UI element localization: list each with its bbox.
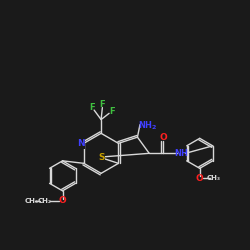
Text: O: O bbox=[59, 196, 66, 205]
Text: S: S bbox=[98, 153, 105, 162]
Text: NH: NH bbox=[174, 149, 188, 158]
Text: 2: 2 bbox=[151, 126, 156, 130]
Text: N: N bbox=[77, 139, 84, 148]
Text: F: F bbox=[100, 100, 105, 109]
Text: CH₃: CH₃ bbox=[24, 198, 38, 204]
Text: NH: NH bbox=[138, 122, 152, 130]
Text: CH₂: CH₂ bbox=[38, 198, 52, 204]
Text: F: F bbox=[89, 103, 94, 112]
Text: CH₃: CH₃ bbox=[206, 175, 220, 181]
Text: O: O bbox=[159, 132, 167, 141]
Text: F: F bbox=[109, 107, 114, 116]
Text: O: O bbox=[196, 174, 203, 183]
